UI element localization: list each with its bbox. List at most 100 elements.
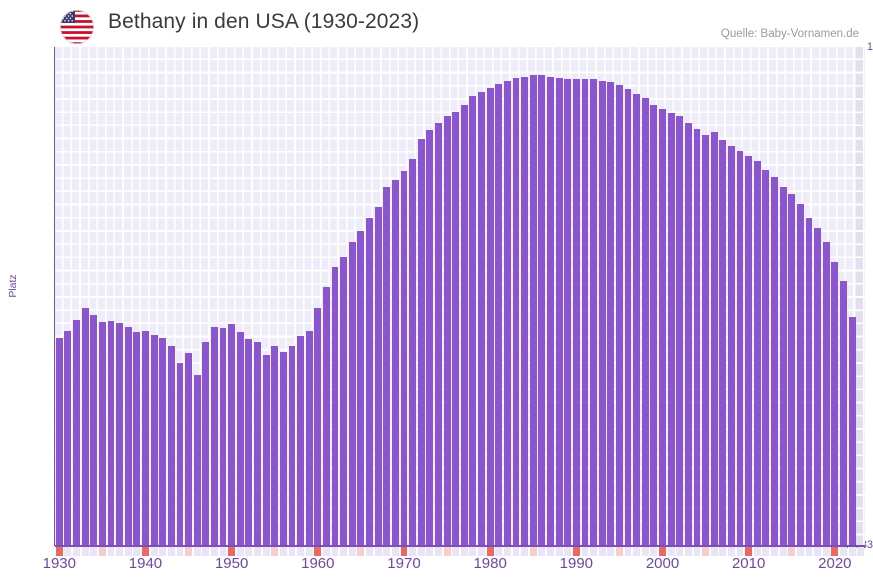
bar-1984[interactable] <box>521 76 529 545</box>
bar-1954[interactable] <box>262 354 270 545</box>
bar-2020[interactable] <box>831 261 839 545</box>
bar-1992[interactable] <box>590 79 597 545</box>
bar-1935[interactable] <box>98 322 106 545</box>
bar-1939[interactable] <box>133 332 141 545</box>
bar-1970[interactable] <box>400 171 408 545</box>
bar-1965[interactable] <box>357 230 365 545</box>
bar-1957[interactable] <box>288 346 296 545</box>
bar-1961[interactable] <box>322 287 330 545</box>
bar-1966[interactable] <box>366 217 373 545</box>
x-tick-mark-1980 <box>486 547 494 556</box>
bar-2010[interactable] <box>745 155 753 545</box>
bar-1958[interactable] <box>297 336 305 545</box>
bar-1944[interactable] <box>176 363 184 545</box>
bar-2003[interactable] <box>684 123 692 545</box>
bar-1934[interactable] <box>90 315 98 545</box>
bar-1985[interactable] <box>529 75 537 545</box>
bar-2009[interactable] <box>736 151 744 545</box>
bar-1937[interactable] <box>116 323 124 545</box>
bar-1948[interactable] <box>210 326 218 545</box>
bar-1936[interactable] <box>107 320 115 545</box>
bar-1950[interactable] <box>228 323 236 545</box>
bar-1986[interactable] <box>538 75 546 545</box>
bar-1975[interactable] <box>443 116 451 545</box>
bar-2016[interactable] <box>796 203 804 545</box>
bar-1933[interactable] <box>81 308 89 545</box>
bar-1997[interactable] <box>633 93 641 545</box>
bar-1974[interactable] <box>435 123 442 545</box>
bar-1942[interactable] <box>159 337 167 545</box>
bar-1994[interactable] <box>607 82 615 545</box>
bar-1988[interactable] <box>555 78 563 545</box>
bar-1990[interactable] <box>572 79 580 545</box>
bar-2018[interactable] <box>814 227 822 545</box>
bar-1943[interactable] <box>167 346 175 545</box>
bar-1964[interactable] <box>348 241 356 545</box>
bar-2012[interactable] <box>762 169 770 545</box>
bar-1989[interactable] <box>564 79 572 545</box>
bar-1946[interactable] <box>193 374 201 545</box>
chart-header: Bethany in den USA (1930-2023) Quelle: B… <box>0 0 873 47</box>
bar-1972[interactable] <box>417 138 425 545</box>
bar-1976[interactable] <box>452 111 460 545</box>
bar-1999[interactable] <box>650 104 658 545</box>
x-tick-mark-1979 <box>478 547 485 556</box>
x-tick-mark-1940 <box>142 547 149 556</box>
bar-2021[interactable] <box>840 281 847 545</box>
bar-1941[interactable] <box>150 335 158 545</box>
bar-2015[interactable] <box>788 193 796 545</box>
bar-1953[interactable] <box>254 342 261 545</box>
bar-1968[interactable] <box>383 186 391 545</box>
bar-2011[interactable] <box>753 161 761 545</box>
bar-1960[interactable] <box>314 308 322 545</box>
bar-1998[interactable] <box>641 97 649 545</box>
bar-2000[interactable] <box>659 109 666 545</box>
bar-1940[interactable] <box>142 330 149 545</box>
bar-1932[interactable] <box>73 319 80 545</box>
bar-2004[interactable] <box>693 128 701 545</box>
bar-1931[interactable] <box>64 330 72 545</box>
bar-1947[interactable] <box>202 342 210 545</box>
bar-1983[interactable] <box>512 78 520 545</box>
bar-1945[interactable] <box>185 353 192 545</box>
bar-1971[interactable] <box>409 158 417 545</box>
bar-1987[interactable] <box>547 76 554 545</box>
bar-1991[interactable] <box>581 79 589 545</box>
bar-1995[interactable] <box>615 85 623 545</box>
bar-2022[interactable] <box>848 316 856 545</box>
bar-1977[interactable] <box>460 104 468 545</box>
bar-2017[interactable] <box>805 217 813 545</box>
bar-2013[interactable] <box>771 176 778 545</box>
bar-1969[interactable] <box>391 179 399 545</box>
bar-1993[interactable] <box>598 80 606 545</box>
bar-1980[interactable] <box>486 87 494 545</box>
bar-1938[interactable] <box>124 326 132 545</box>
x-tick-mark-1990 <box>572 547 580 556</box>
bar-2006[interactable] <box>710 131 718 545</box>
bar-2008[interactable] <box>727 145 735 545</box>
bar-2014[interactable] <box>779 186 787 545</box>
bar-1981[interactable] <box>495 83 503 545</box>
bar-1930[interactable] <box>55 337 63 545</box>
bar-1951[interactable] <box>236 332 244 545</box>
bar-1973[interactable] <box>426 130 434 545</box>
bar-2019[interactable] <box>822 241 830 545</box>
bar-1982[interactable] <box>503 80 511 545</box>
bar-2005[interactable] <box>702 134 710 545</box>
bar-1996[interactable] <box>624 89 632 545</box>
bar-1979[interactable] <box>478 92 485 545</box>
bar-1967[interactable] <box>374 206 382 545</box>
bar-1955[interactable] <box>271 346 279 545</box>
bar-2002[interactable] <box>676 116 684 545</box>
bar-1952[interactable] <box>245 339 253 545</box>
bar-1949[interactable] <box>219 328 227 545</box>
bar-2007[interactable] <box>719 140 727 545</box>
bar-1963[interactable] <box>340 257 348 545</box>
bar-1956[interactable] <box>279 352 287 545</box>
bar-1962[interactable] <box>331 267 339 545</box>
x-tick-mark-2006 <box>710 547 718 556</box>
bar-1978[interactable] <box>469 96 477 545</box>
bar-1959[interactable] <box>305 330 313 545</box>
x-tick-mark-1955 <box>271 547 279 556</box>
bar-2001[interactable] <box>667 113 675 545</box>
